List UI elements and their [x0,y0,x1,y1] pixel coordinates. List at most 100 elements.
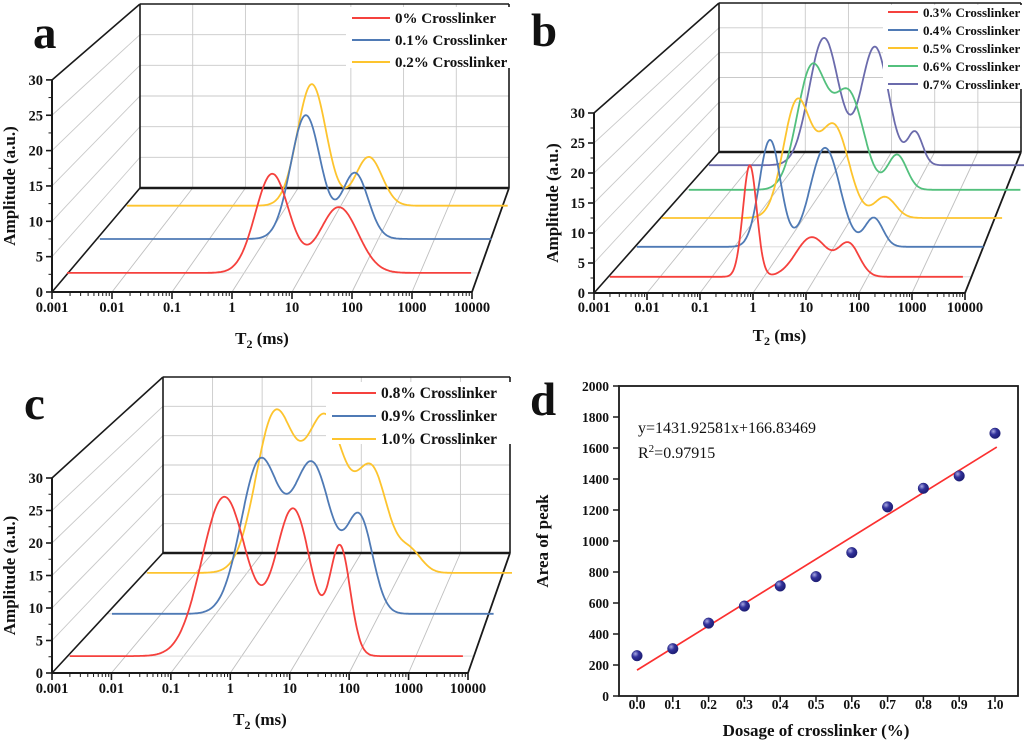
legend-item: 1.0% Crosslinker [332,431,497,448]
legend-item: 0.8% Crosslinker [332,385,497,402]
y-tick-label: 400 [589,627,610,642]
y-tick-label: 0 [602,689,609,704]
x-tick-label: 0.1 [664,697,681,712]
series-line-0% Crosslinker [67,172,472,274]
leftwall-gridline [51,65,141,151]
leftwall-gridline [51,494,164,609]
panel-letter-c: c [24,378,45,430]
leftwall-gridline [51,157,141,257]
floor-gridline [752,151,849,294]
leftwall-gridline [593,52,720,174]
left-wall-top-edge [593,2,720,114]
panel-a-waterfall-chart: 0.001 0.01 0.1 1 10 100 1000 10000 0 5 10 15 20 25 30 A… [0,3,512,351]
x-axis-title: T2 (ms) [235,329,289,351]
y-tick-label: 200 [589,658,610,673]
legend-item: 0.1% Crosslinker [352,33,508,49]
x-tick-label: 1000 [898,300,927,316]
data-point [953,470,965,482]
data-point [846,547,858,559]
x-tick-label: 1000 [398,300,427,316]
y-tick-label: 30 [29,73,44,89]
y-axis-title: Area of peak [533,494,552,588]
y-tick-label: 800 [589,565,610,580]
x-tick-label: 0.5 [808,697,825,712]
legend-label: 0.3% Crosslinker [923,5,1020,20]
y-tick-label: 25 [571,136,586,152]
floor-gridline [351,187,404,293]
series-curves [609,37,1024,278]
y-tick-label: 15 [29,569,44,585]
legend-item: 0.4% Crosslinker [888,23,1020,38]
x-tick-label: 10000 [454,300,490,316]
y-tick-label: 10 [29,214,44,230]
legend-label: 1.0% Crosslinker [381,431,497,448]
x-tick-label: 0.8 [915,697,932,712]
legend-item: 0.9% Crosslinker [332,408,497,425]
y-tick-label: 15 [571,196,586,212]
y-tick-label: 1000 [582,534,609,549]
x-tick-label: 1 [227,681,234,697]
series-line-0.8% Crosslinker [69,495,464,658]
x-tick-label: 10000 [947,300,983,316]
x-tick-label: 0.01 [634,300,659,316]
y-axis-title: Amplitude (a.u.) [0,126,19,245]
leftwall-gridline [593,27,720,144]
leftwall-gridline [51,34,141,116]
x-tick-label: 0.3 [736,697,753,712]
x-tick-label: 0.01 [99,300,124,316]
legend-label: 0% Crosslinker [395,11,496,27]
series-line-0.9% Crosslinker [112,456,494,615]
panel-b-waterfall-chart: 0.001 0.01 0.1 1 10 100 1000 10000 0 5 10 15 20 25 30 A… [543,2,1024,348]
x-axis-title: Dosage of crosslinker (%) [723,721,910,740]
leftwall-gridline [51,523,164,641]
y-tick-label: 600 [589,596,610,611]
left-wall-top-edge [51,376,164,479]
y-tick-label: 10 [571,226,586,242]
leftwall-gridline [51,95,141,187]
floor-gridline [231,187,299,293]
data-point [882,501,894,513]
floor-gridline [911,151,979,294]
y-tick-label: 1800 [582,410,609,425]
plot-frame: 0 200 400 600 800 1000 1200 1400 1600 1800 2000 0.0… [582,379,1019,712]
leftwall-gridline [51,464,164,576]
axes-frame: 0.001 0.01 0.1 1 10 100 1000 10000 0 5 10 15 20 25 30 A… [0,3,510,351]
scatter-points [631,427,1001,662]
leftwall-gridline [593,102,720,234]
panel-d-scatter-chart: 0 200 400 600 800 1000 1200 1400 1600 1800 2000 0.0… [533,379,1019,740]
legend-label: 0.7% Crosslinker [923,77,1020,92]
floor-gridline [858,151,936,294]
legend: 0.3% Crosslinker 0.4% Crosslinker 0.5% Cro… [883,5,1024,92]
y-tick-label: 25 [29,504,44,520]
x-tick-label: 0.0 [629,697,646,712]
x-tick-label: 10 [799,300,814,316]
y-tick-label: 20 [29,536,44,552]
series-line-0.3% Crosslinker [609,164,964,278]
y-tick-label: 1600 [582,441,609,456]
y-tick-label: 30 [29,471,44,487]
x-tick-label: 0.7 [879,697,896,712]
y-tick-label: 1200 [582,503,609,518]
x-tick-label: 10 [282,681,297,697]
x-tick-label: 1.0 [987,697,1004,712]
x-tick-label: 0.01 [99,681,124,697]
y-tick-label: 2000 [582,379,609,394]
leftwall-gridline [593,126,720,264]
legend-label: 0.8% Crosslinker [381,385,497,402]
y-tick-label: 20 [571,166,586,182]
data-point [667,643,679,655]
series-line-0.2% Crosslinker [127,83,508,207]
r-squared-label: R2=0.97915 [638,443,715,462]
legend-label: 0.9% Crosslinker [381,408,497,425]
floor-gridline [111,187,194,293]
fit-equation-label: y=1431.92581x+166.83469 [638,420,816,437]
y-tick-label: 0 [578,286,585,302]
floor-right-edge [964,151,1022,294]
left-wall-top-edge [51,3,141,81]
legend: 0.8% Crosslinker 0.9% Crosslinker 1.0% Cro… [326,382,512,448]
leftwall-gridline [593,77,720,204]
y-axis-title: Amplitude (a.u.) [0,516,19,635]
data-point [703,617,715,629]
legend-item: 0.7% Crosslinker [888,77,1020,92]
